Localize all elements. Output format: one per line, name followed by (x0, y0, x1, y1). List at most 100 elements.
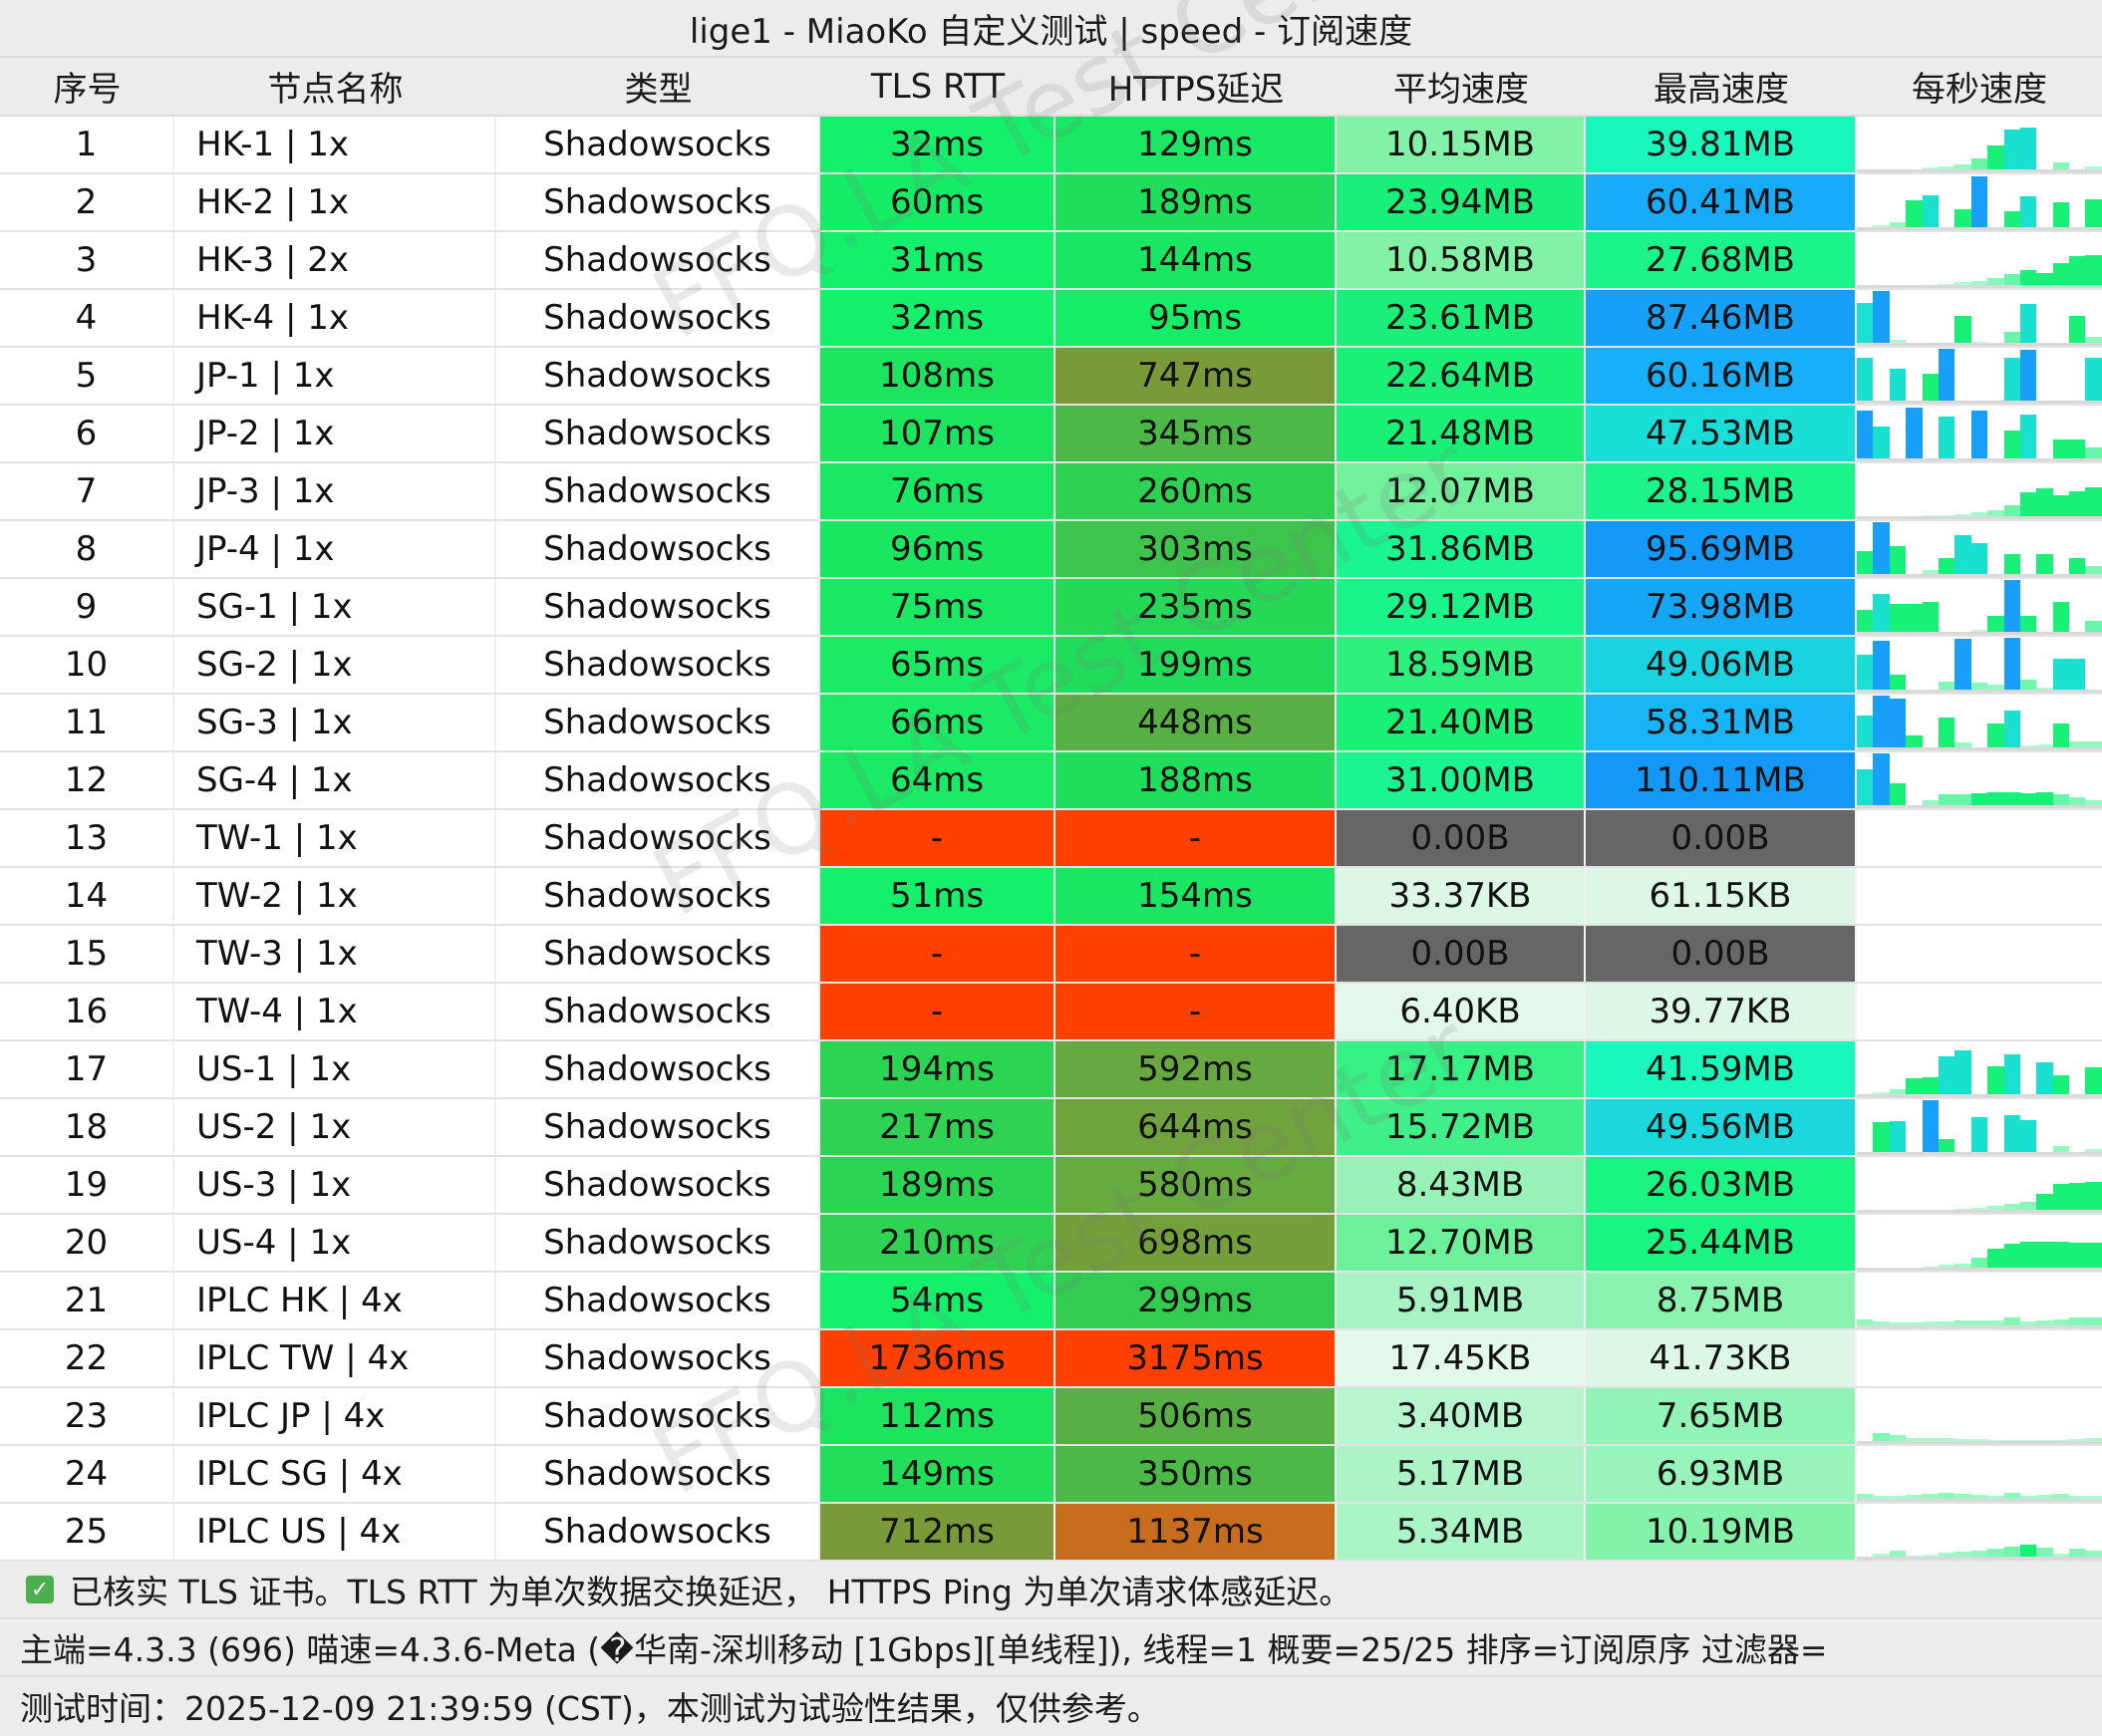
table-row[interactable]: 17 US-1 | 1x Shadowsocks 194ms 592ms 17.17MB 4… (0, 1041, 2102, 1099)
sparkline-bar (1873, 290, 1890, 343)
table-row[interactable]: 22 IPLC TW | 4x Shadowsocks 1736ms 3175ms 17.… (0, 1330, 2102, 1388)
sparkline-bar (2019, 128, 2037, 169)
sparkline-bar (2036, 1061, 2053, 1094)
table-row[interactable]: 6 JP-2 | 1x Shadowsocks 107ms 345ms 21.48MB 47… (0, 406, 2102, 463)
sparkline-bar (2003, 505, 2020, 516)
avg-speed-value: 5.91MB (1337, 1273, 1586, 1328)
table-row[interactable]: 25 IPLC US | 4x Shadowsocks 712ms 1137ms 5.34… (0, 1504, 2102, 1562)
table-row[interactable]: 14 TW-2 | 1x Shadowsocks 51ms 154ms 33.37KB 61… (0, 868, 2102, 926)
table-row[interactable]: 11 SG-3 | 1x Shadowsocks 66ms 448ms 21.40MB 58… (0, 695, 2102, 752)
speed-sparkline (1857, 695, 2102, 750)
tls-rtt-value: 32ms (820, 290, 1055, 346)
sparkline-bar (1922, 799, 1939, 805)
sparkline-bar (2052, 263, 2070, 285)
sparkline-bar (1922, 167, 1939, 169)
table-row[interactable]: 15 TW-3 | 1x Shadowsocks - -0.00B 0.00B (0, 926, 2102, 984)
node-type: Shadowsocks (496, 984, 820, 1039)
sparkline-bar (1889, 783, 1907, 805)
https-delay-value: 506ms (1055, 1388, 1337, 1444)
speed-sparkline (1857, 1041, 2102, 1097)
table-header-row: 序号 节点名称 类型 TLS RTT HTTPS延迟 平均速度 最高速度 每秒速… (0, 58, 2102, 117)
sparkline-bar (2036, 1495, 2053, 1499)
sparkline-bar (1970, 542, 1988, 574)
sparkline-bars (1857, 926, 2102, 982)
table-row[interactable]: 18 US-2 | 1x Shadowsocks 217ms 644ms 15.72MB 4… (0, 1099, 2102, 1157)
table-row[interactable]: 13 TW-1 | 1x Shadowsocks - -0.00B 0.00B (0, 810, 2102, 868)
row-index: 7 (0, 463, 174, 519)
sparkline-bar (1938, 348, 1955, 401)
sparkline-bar (1906, 407, 1923, 458)
sparkline-bar (2003, 1243, 2020, 1268)
table-row[interactable]: 12 SG-4 | 1x Shadowsocks 64ms 188ms 31.00MB 11… (0, 752, 2102, 810)
sparkline-bar (1954, 535, 1971, 574)
tls-rtt-value: 75ms (820, 579, 1055, 635)
tls-rtt-value: 210ms (820, 1215, 1055, 1271)
table-row[interactable]: 5 JP-1 | 1x Shadowsocks 108ms 747ms 22.64MB 60… (0, 348, 2102, 406)
avg-speed-value: 17.45KB (1337, 1330, 1586, 1386)
header-max-speed: 最高速度 (1653, 70, 1789, 110)
sparkline-bar (1938, 1492, 1955, 1499)
table-row[interactable]: 1 HK-1 | 1x Shadowsocks 32ms 129ms 10.15MB 39.… (0, 117, 2102, 174)
sparkline-bar (2052, 1184, 2070, 1210)
max-speed-value: 49.56MB (1586, 1099, 1857, 1155)
sparkline-bar (2019, 491, 2037, 516)
max-speed-value: 10.19MB (1586, 1504, 1857, 1560)
node-name: US-4 | 1x (174, 1215, 496, 1271)
table-row[interactable]: 19 US-3 | 1x Shadowsocks 189ms 580ms 8.43MB 26… (0, 1157, 2102, 1215)
table-row[interactable]: 20 US-4 | 1x Shadowsocks 210ms 698ms 12.70MB 2… (0, 1215, 2102, 1273)
tls-rtt-value: 76ms (820, 463, 1055, 519)
sparkline-bar (2019, 1496, 2037, 1499)
table-row[interactable]: 2 HK-2 | 1x Shadowsocks 60ms 189ms 23.94MB 60.… (0, 174, 2102, 232)
speed-sparkline (1857, 463, 2102, 519)
max-speed-value: 27.68MB (1586, 232, 1857, 288)
header-avg-speed: 平均速度 (1393, 70, 1529, 110)
table-row[interactable]: 16 TW-4 | 1x Shadowsocks - -6.40KB 39.77KB (0, 984, 2102, 1041)
sparkline-bar (2003, 1439, 2020, 1441)
table-row[interactable]: 21 IPLC HK | 4x Shadowsocks 54ms 299ms 5.91MB… (0, 1273, 2102, 1330)
table-row[interactable]: 10 SG-2 | 1x Shadowsocks 65ms 199ms 18.59MB 49… (0, 637, 2102, 695)
table-row[interactable]: 24 IPLC SG | 4x Shadowsocks 149ms 350ms 5.17M… (0, 1446, 2102, 1504)
table-row[interactable]: 7 JP-3 | 1x Shadowsocks 76ms 260ms 12.07MB 28.… (0, 463, 2102, 521)
speed-sparkline (1857, 1157, 2102, 1213)
sparkline-bar (2069, 740, 2086, 747)
sparkline-bar (1873, 695, 1890, 747)
table-row[interactable]: 9 SG-1 | 1x Shadowsocks 75ms 235ms 29.12MB 73.… (0, 579, 2102, 637)
sparkline-bars (1857, 117, 2102, 172)
node-type: Shadowsocks (496, 695, 820, 750)
sparkline-bar (1857, 411, 1874, 458)
avg-speed-value: 15.72MB (1337, 1099, 1586, 1155)
sparkline-bar (1906, 200, 1923, 227)
row-index: 19 (0, 1157, 174, 1213)
sparkline-bar (1938, 165, 1955, 169)
sparkline-bar (1889, 340, 1907, 343)
sparkline-bar (2085, 336, 2102, 343)
node-type: Shadowsocks (496, 290, 820, 346)
https-delay-value: 580ms (1055, 1157, 1337, 1213)
https-delay-value: 698ms (1055, 1215, 1337, 1271)
table-row[interactable]: 3 HK-3 | 2x Shadowsocks 31ms 144ms 10.58MB 27.… (0, 232, 2102, 290)
node-name: SG-2 | 1x (174, 637, 496, 693)
sparkline-bar (2036, 554, 2053, 574)
sparkline-bar (2003, 274, 2020, 285)
sparkline-bar (1922, 602, 1939, 632)
speed-sparkline (1857, 1273, 2102, 1328)
node-name: TW-3 | 1x (174, 926, 496, 982)
speed-sparkline (1857, 1215, 2102, 1271)
sparkline-bar (1938, 416, 1955, 458)
node-type: Shadowsocks (496, 1273, 820, 1328)
sparkline-bar (1970, 341, 1988, 343)
sparkline-bar (1970, 1439, 1988, 1441)
table-row[interactable]: 4 HK-4 | 1x Shadowsocks 32ms 95ms 23.61MB 87.4… (0, 290, 2102, 348)
sparkline-bar (1922, 194, 1939, 227)
sparkline-bar (1873, 752, 1890, 805)
table-row[interactable]: 23 IPLC JP | 4x Shadowsocks 112ms 506ms 3.40M… (0, 1388, 2102, 1446)
speed-sparkline (1857, 1099, 2102, 1155)
sparkline-bar (1873, 594, 1890, 632)
sparkline-bar (2019, 349, 2037, 401)
speed-sparkline (1857, 984, 2102, 1039)
tls-rtt-value: 65ms (820, 637, 1055, 693)
footer-tls-note-text: 已核实 TLS 证书。TLS RTT 为单次数据交换延迟， HTTPS Ping… (70, 1573, 1352, 1611)
table-row[interactable]: 8 JP-4 | 1x Shadowsocks 96ms 303ms 31.86MB 95.… (0, 521, 2102, 579)
header-index: 序号 (53, 70, 122, 110)
avg-speed-value: 18.59MB (1337, 637, 1586, 693)
